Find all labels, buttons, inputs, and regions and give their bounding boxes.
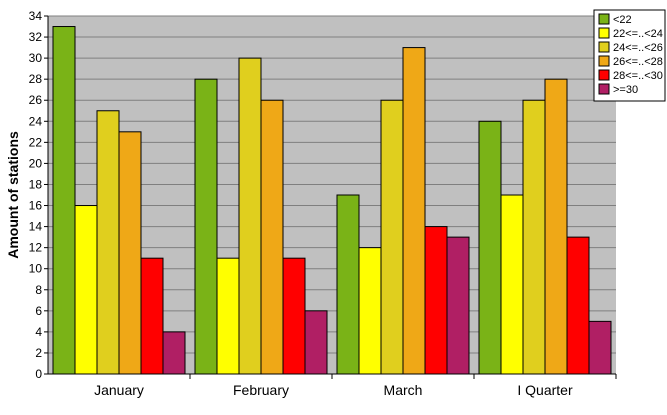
legend: <22 22<=..<24 24<=..<26 26<=..<28 28<=..<30 >… [593, 9, 666, 102]
legend-swatch [598, 27, 610, 39]
bars [52, 26, 612, 375]
y-axis-title: Amount of stations [5, 131, 21, 259]
y-tick-label: 6 [35, 304, 42, 318]
bar-3-february [238, 57, 262, 375]
legend-swatch [598, 41, 610, 53]
legend-label: <22 [613, 14, 632, 26]
bar-2-february [216, 257, 240, 375]
bar-5-i-quarter [566, 236, 590, 375]
bar-6-february [304, 310, 328, 375]
x-axis-labels: January February March I Quarter [94, 374, 617, 398]
legend-swatch [598, 55, 610, 67]
bar-6-march [446, 236, 470, 375]
legend-label: 28<=..<30 [613, 70, 663, 82]
y-tick-label: 26 [29, 93, 43, 107]
bar-4-january [118, 131, 142, 375]
x-tick-label: I Quarter [517, 382, 573, 398]
y-tick-label: 2 [35, 346, 42, 360]
bar-4-i-quarter [544, 78, 568, 375]
y-tick-label: 16 [29, 199, 43, 213]
bar-2-january [74, 205, 98, 375]
bar-2-i-quarter [500, 194, 524, 375]
legend-label: >=30 [613, 84, 638, 96]
bar-4-february [260, 99, 284, 375]
y-tick-label: 10 [29, 262, 43, 276]
y-tick-label: 18 [29, 177, 43, 191]
bar-3-march [380, 99, 404, 375]
y-tick-label: 20 [29, 156, 43, 170]
y-tick-label: 4 [35, 325, 42, 339]
bar-3-i-quarter [522, 99, 546, 375]
legend-swatch [598, 69, 610, 81]
bar-5-march [424, 226, 448, 375]
bar-1-i-quarter [478, 120, 502, 375]
x-tick-label: January [94, 382, 144, 398]
y-tick-label: 32 [29, 30, 43, 44]
x-tick-label: February [233, 382, 289, 398]
bar-5-january [140, 257, 164, 375]
y-tick-label: 34 [29, 9, 43, 23]
bar-2-march [358, 247, 382, 375]
bar-3-january [96, 110, 120, 375]
y-tick-label: 24 [29, 114, 43, 128]
bar-6-i-quarter [588, 320, 612, 375]
bar-1-january [52, 26, 76, 375]
legend-label: 24<=..<26 [613, 42, 663, 54]
y-tick-label: 30 [29, 51, 43, 65]
legend-label: 22<=..<24 [613, 28, 663, 40]
bar-1-february [194, 78, 218, 375]
bar-5-february [282, 257, 306, 375]
legend-swatch [598, 83, 610, 95]
y-tick-label: 22 [29, 135, 43, 149]
y-tick-label: 28 [29, 72, 43, 86]
bar-4-march [402, 47, 426, 375]
bar-1-march [336, 194, 360, 375]
legend-label: 26<=..<28 [613, 56, 663, 68]
y-tick-label: 14 [29, 220, 43, 234]
y-tick-label: 8 [35, 283, 42, 297]
legend-swatch [598, 13, 610, 25]
y-tick-label: 0 [35, 367, 42, 381]
y-tick-label: 12 [29, 241, 43, 255]
bar-6-january [162, 331, 186, 375]
x-tick-label: March [384, 382, 423, 398]
